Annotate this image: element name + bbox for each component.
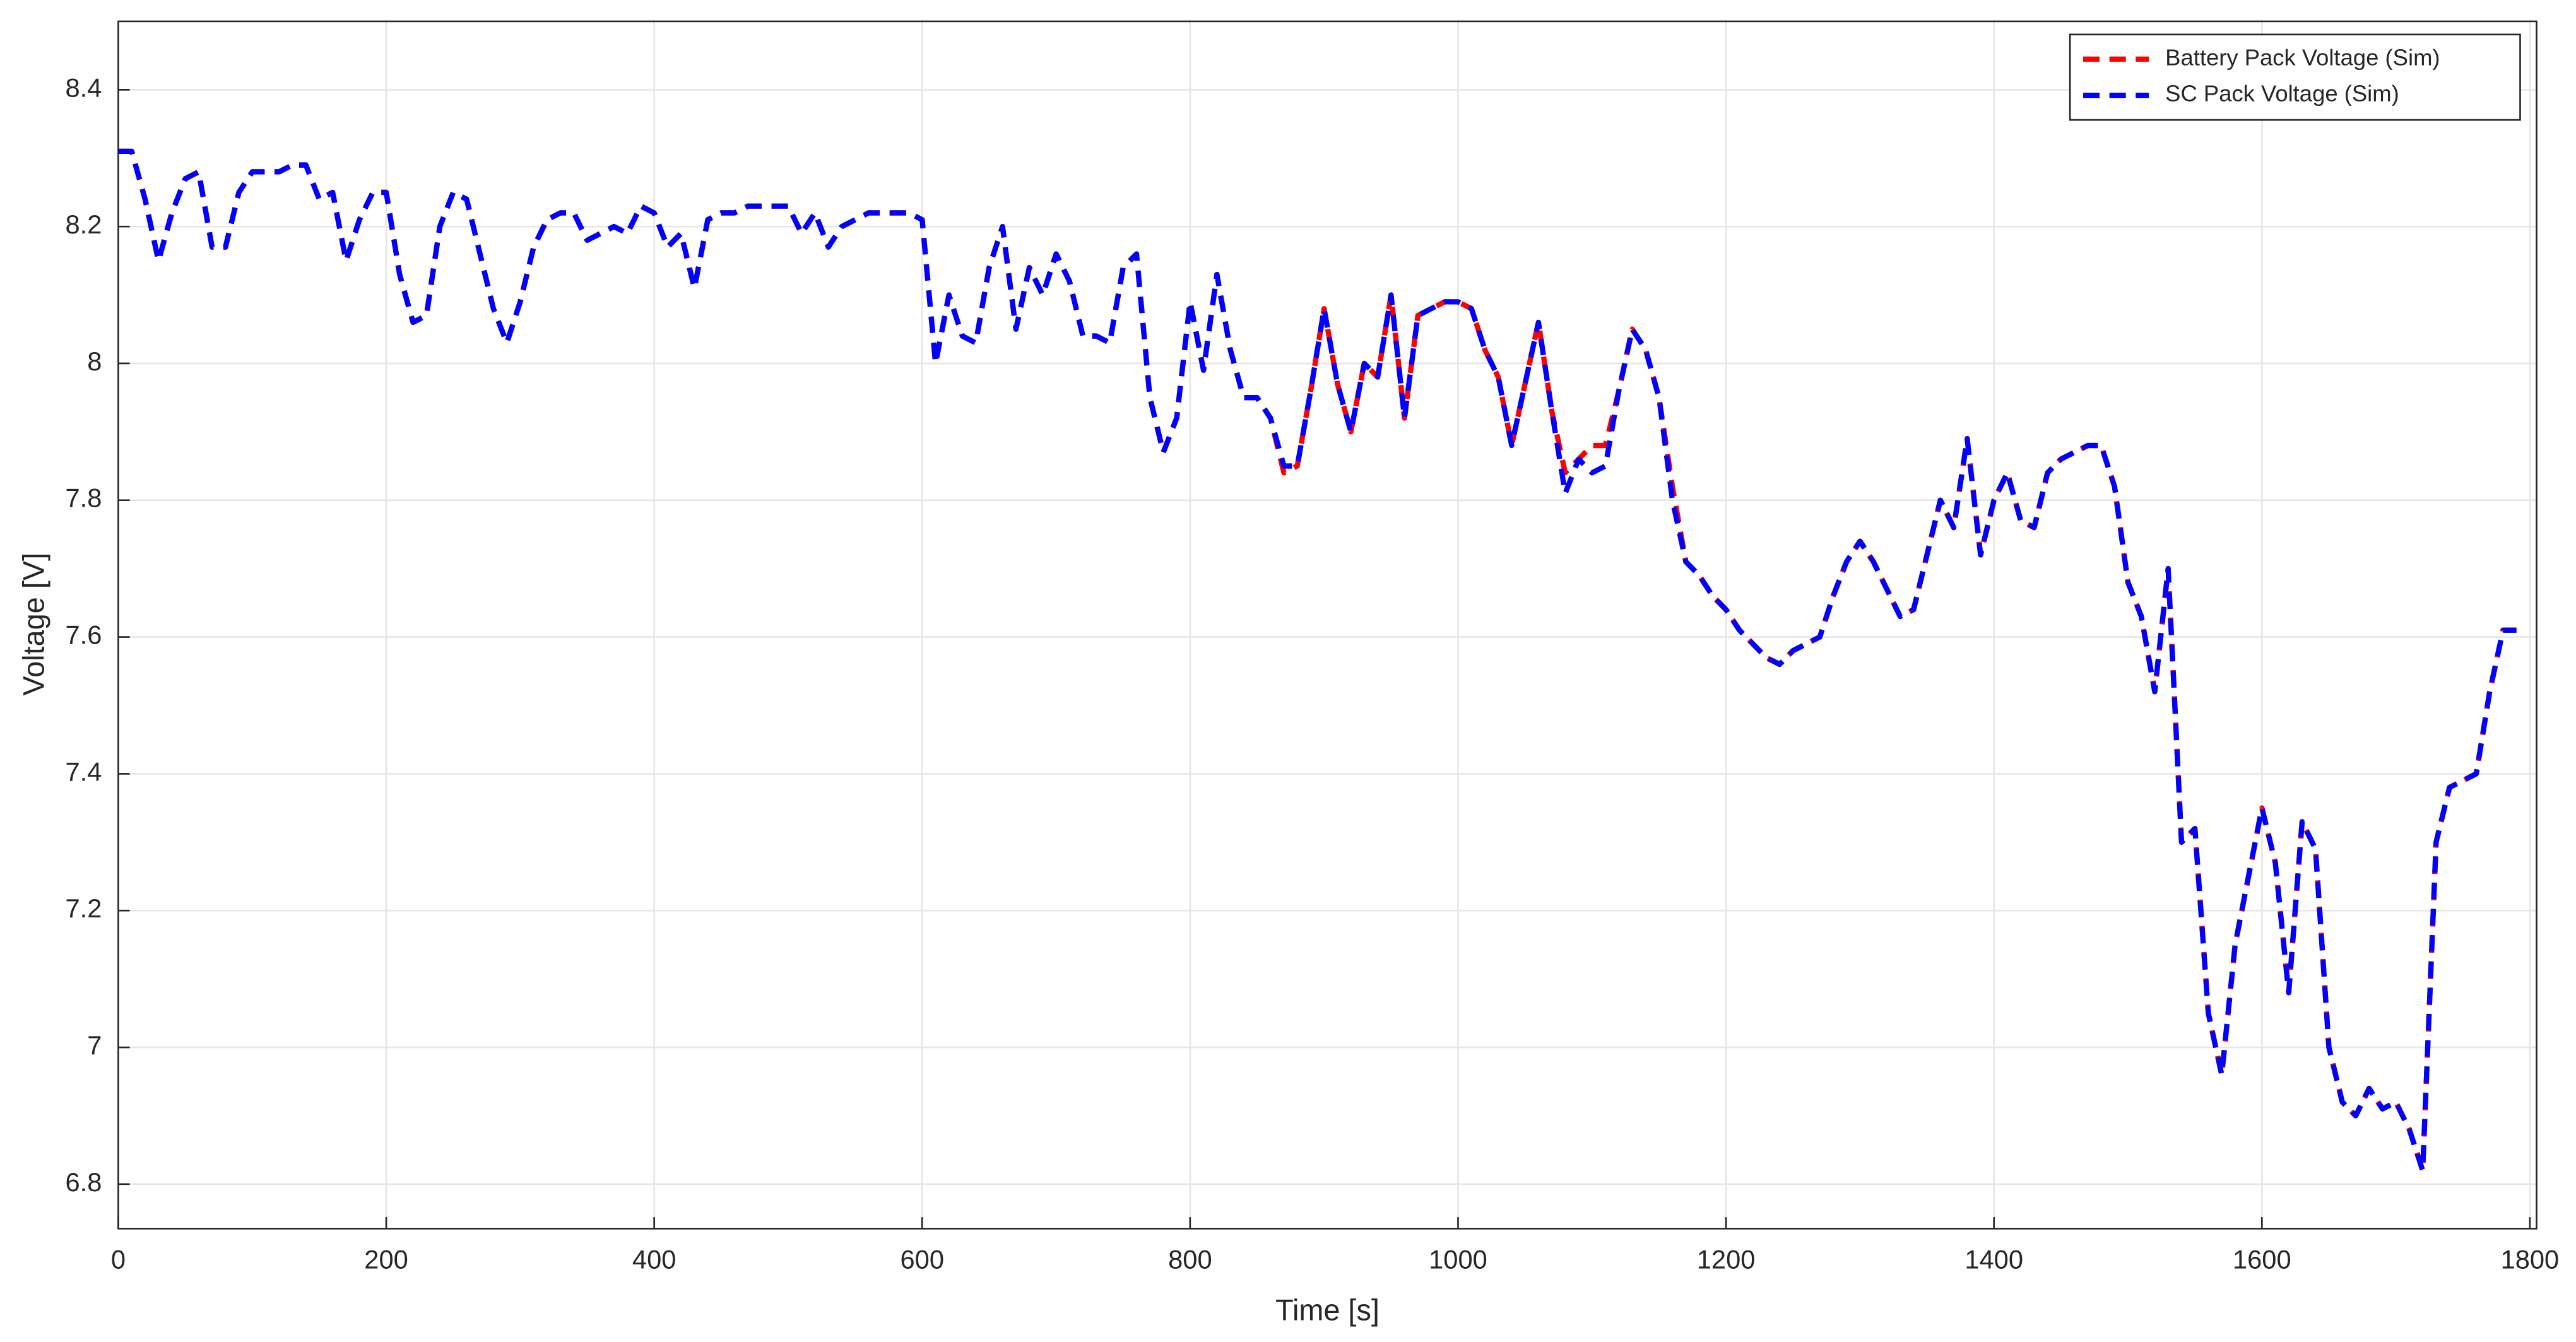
y-tick-label: 6.8 (66, 1167, 102, 1197)
plot-frame (117, 20, 2538, 1230)
x-tick-label: 200 (364, 1244, 408, 1274)
x-tick-label: 1200 (1697, 1244, 1756, 1274)
y-tick-label: 7.8 (66, 483, 102, 513)
legend-label: SC Pack Voltage (Sim) (2165, 81, 2399, 107)
legend: Battery Pack Voltage (Sim) SC Pack Voltag… (2069, 33, 2521, 121)
x-tick-label: 600 (901, 1244, 944, 1274)
y-tick-label: 7.2 (66, 893, 102, 923)
y-tick-label: 7.4 (66, 756, 102, 786)
plot-area (118, 21, 2537, 1229)
x-axis-label: Time [s] (1275, 1293, 1380, 1326)
x-tick-label: 400 (632, 1244, 676, 1274)
y-tick-label: 7 (87, 1030, 102, 1060)
x-tick-label: 1400 (1964, 1244, 2023, 1274)
legend-label: Battery Pack Voltage (Sim) (2165, 44, 2440, 70)
series-line (118, 148, 2517, 1174)
x-tick-label: 1000 (1429, 1244, 1487, 1274)
x-tick-label: 0 (111, 1244, 126, 1274)
y-axis-label: Voltage [V] (18, 553, 50, 696)
y-tick-label: 8.4 (66, 73, 102, 102)
x-tick-label: 1800 (2501, 1244, 2560, 1274)
y-tick-label: 8 (87, 346, 102, 376)
x-tick-label: 800 (1168, 1244, 1212, 1274)
y-tick-label: 8.2 (66, 209, 102, 239)
legend-box (2069, 33, 2521, 121)
y-tick-label: 7.6 (66, 620, 102, 650)
x-tick-label: 1600 (2233, 1244, 2291, 1274)
